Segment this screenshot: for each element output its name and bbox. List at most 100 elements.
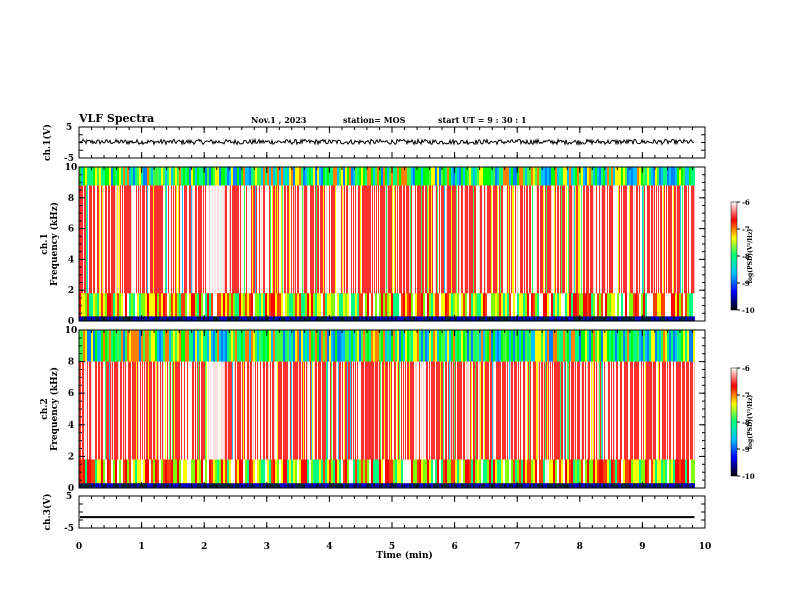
spectrogram-bottom-band [333, 483, 335, 488]
spectrogram-bottom-band [423, 316, 425, 321]
spectrogram-high-band [383, 167, 385, 186]
spectrogram-streak [576, 350, 577, 460]
spectrogram-bottom-band [677, 483, 679, 488]
spectrogram-high-band [543, 330, 545, 362]
spectrogram-low-band [381, 459, 383, 484]
spectrogram-streak [581, 350, 582, 460]
spectrogram-high-band [433, 330, 435, 362]
spectrogram-bottom-band [237, 316, 239, 321]
spectrogram-bottom-band [573, 483, 575, 488]
spectrogram-low-band [659, 293, 661, 317]
spectrogram-streak [139, 350, 140, 460]
spectrogram-high-band [359, 330, 361, 362]
spectrogram-bottom-band [333, 316, 335, 321]
spectrogram-low-band [437, 293, 439, 317]
spectrogram-streak [303, 182, 304, 294]
spectrogram-low-band [93, 293, 95, 317]
spectrogram-bottom-band [527, 316, 529, 321]
spectrogram-bottom-band [433, 483, 435, 488]
spectrogram-high-band [479, 330, 481, 362]
spectrogram-streak [412, 182, 413, 294]
spectrogram-low-band [181, 293, 183, 317]
spectrogram-streak [559, 182, 560, 294]
spectrogram-low-band [435, 293, 437, 317]
spectrogram-streak [451, 182, 452, 294]
spectrogram-low-band [179, 459, 181, 484]
spectrogram-high-band [209, 330, 211, 362]
spectrogram-streak [539, 182, 540, 294]
spectrogram-high-band [127, 167, 129, 186]
spectrogram-low-band [669, 293, 671, 317]
spectrogram-low-band [167, 459, 169, 484]
spectrogram-low-band [609, 459, 611, 484]
spectrogram-streak [255, 182, 256, 294]
spectrogram-low-band [429, 293, 431, 317]
spectrogram-bottom-band [273, 483, 275, 488]
spectrogram-low-band [589, 293, 591, 317]
spectrogram-bottom-band [421, 483, 423, 488]
spectrogram-bottom-band [177, 316, 179, 321]
spectrogram-high-band [341, 330, 343, 362]
spectrogram-streak [639, 350, 640, 460]
spectrogram-high-band [655, 167, 657, 186]
spectrogram-high-band [321, 167, 323, 186]
spectrogram-bottom-band [345, 483, 347, 488]
spectrogram-low-band [561, 459, 563, 484]
spectrogram-streak [492, 182, 493, 294]
spectrogram-low-band [133, 293, 135, 317]
spectrogram-low-band [101, 293, 103, 317]
spectrogram-low-band [333, 459, 335, 484]
spectrogram-low-band [621, 459, 623, 484]
spectrogram-bottom-band [119, 316, 121, 321]
spectrogram-high-band [401, 330, 403, 362]
spectrogram-streak [479, 350, 480, 460]
spectrogram-low-band [231, 293, 233, 317]
spectrogram-low-band [325, 459, 327, 484]
spectrogram-streak [361, 182, 362, 294]
spectrogram-bottom-band [525, 483, 527, 488]
spectrogram-streak [485, 182, 486, 294]
spectrogram-bottom-band [129, 483, 131, 488]
spectrogram-low-band [619, 293, 621, 317]
spectrogram-bottom-band [159, 483, 161, 488]
spectrogram-streak [434, 182, 435, 294]
spectrogram-high-band [153, 330, 155, 362]
spectrogram-bottom-band [485, 316, 487, 321]
spectrogram-streak [614, 182, 615, 294]
spectrogram-low-band [129, 293, 131, 317]
spectrogram-low-band [285, 459, 287, 484]
spectrogram-low-band [387, 293, 389, 317]
spectrogram-streak [589, 182, 590, 294]
spectrogram-bottom-band [369, 316, 371, 321]
spectrogram-low-band [571, 459, 573, 484]
spectrogram-streak [610, 350, 611, 460]
spectrogram-bottom-band [605, 316, 607, 321]
spectrogram-bottom-band [155, 316, 157, 321]
spectrogram-bottom-band [401, 483, 403, 488]
spectrogram-low-band [635, 459, 637, 484]
spectrogram-low-band [303, 459, 305, 484]
spectrogram-high-band [457, 167, 459, 186]
spectrogram-low-band [453, 459, 455, 484]
spectrogram-high-band [297, 167, 299, 186]
spectrogram-streak [549, 350, 550, 460]
spectrogram-high-band [331, 330, 333, 362]
spectrogram-low-band [457, 293, 459, 317]
spectrogram-bottom-band [685, 316, 687, 321]
colorbar-tick-label: -9 [742, 445, 750, 454]
spectrogram-low-band [465, 293, 467, 317]
spectrogram-low-band [135, 459, 137, 484]
spectrogram-bottom-band [421, 316, 423, 321]
colorbar-tick-label: -8 [742, 252, 750, 261]
spectrogram-high-band [519, 330, 521, 362]
spectrogram-high-band [157, 167, 159, 186]
spectrogram-low-band [435, 459, 437, 484]
spectrogram-streak [180, 350, 181, 460]
spectrogram-low-band [393, 293, 395, 317]
spectrogram-low-band [515, 459, 517, 484]
spectrogram-high-band [115, 167, 117, 186]
spectrogram-low-band [169, 459, 171, 484]
spectrogram-high-band [623, 330, 625, 362]
spectrogram-low-band [651, 459, 653, 484]
spectrogram-streak [444, 350, 445, 460]
